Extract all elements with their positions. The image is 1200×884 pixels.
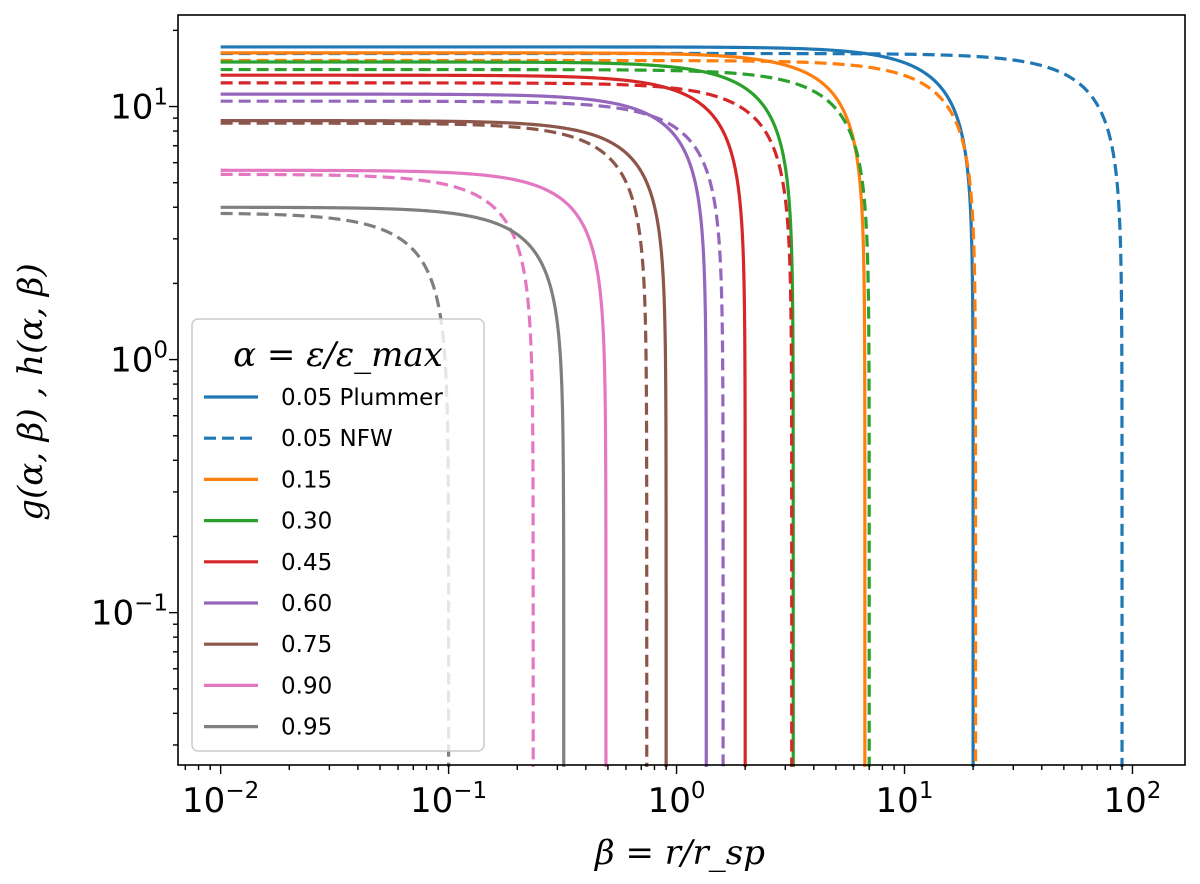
x-tick-label-exponent: −2 xyxy=(225,778,259,804)
x-tick-label-base: 10 xyxy=(876,781,919,821)
series-line-015-dashed xyxy=(220,58,978,767)
series-line-09-solid xyxy=(220,168,608,768)
series-line-045-solid xyxy=(220,73,747,767)
legend-label: 0.95 xyxy=(281,715,332,741)
legend-label: 0.15 xyxy=(281,467,332,493)
legend-entries: 0.05 Plummer 0.05 NFW 0.15 0.30 0.45 0.60 0.75… xyxy=(204,385,443,741)
y-axis-label: g(α, β) , h(α, β) xyxy=(11,263,51,521)
series-line-09-dashed xyxy=(220,172,535,767)
y-tick-label: 101 xyxy=(110,85,168,128)
legend-label: 0.45 xyxy=(281,550,332,576)
series-line-075-solid xyxy=(220,118,668,767)
series-line-03-dashed xyxy=(220,67,871,767)
x-tick-label: 100 xyxy=(648,778,706,821)
x-tick-label: 10−2 xyxy=(182,778,259,821)
x-tick-label-exponent: 1 xyxy=(919,778,934,804)
legend-label: 0.90 xyxy=(281,673,332,699)
series-line-045-dashed xyxy=(220,81,794,767)
x-tick-label: 10−1 xyxy=(410,778,487,821)
legend-title: α = ε/ε_max xyxy=(233,335,443,375)
y-tick-label-exponent: 1 xyxy=(153,85,168,111)
series-line-06-dashed xyxy=(220,99,725,767)
legend-label: 0.75 xyxy=(281,632,332,658)
legend-label: 0.60 xyxy=(281,591,332,617)
legend-label: 0.30 xyxy=(281,509,332,535)
x-tick-label-exponent: 0 xyxy=(691,778,706,804)
plot-frame xyxy=(177,14,1186,766)
x-tick-label: 101 xyxy=(876,778,934,821)
y-tick-label-base: 10 xyxy=(110,341,153,381)
series-line-03-solid xyxy=(220,60,795,767)
y-tick-label-base: 10 xyxy=(91,594,134,634)
series-line-075-dashed xyxy=(220,121,649,767)
x-tick-label-base: 10 xyxy=(648,781,691,821)
y-tick-label-exponent: −1 xyxy=(134,591,168,617)
series-line-015-solid xyxy=(220,51,867,767)
y-tick-label-base: 10 xyxy=(110,88,153,128)
legend-label: 0.05 Plummer xyxy=(281,385,443,411)
legend-label: 0.05 NFW xyxy=(281,426,393,452)
x-tick-label: 102 xyxy=(1104,778,1162,821)
x-tick-label-base: 10 xyxy=(182,781,225,821)
y-tick-label: 100 xyxy=(110,338,168,381)
x-tick-label-base: 10 xyxy=(1104,781,1147,821)
x-tick-label-exponent: −1 xyxy=(453,778,487,804)
y-tick-label: 10−1 xyxy=(91,591,168,634)
legend: α = ε/ε_max 0.05 Plummer 0.05 NFW 0.15 0.30… xyxy=(191,318,485,752)
series-line-005-solid xyxy=(220,45,975,767)
series-line-06-solid xyxy=(220,92,708,767)
x-axis-label: β = r/r_sp xyxy=(593,833,765,873)
x-tick-label-base: 10 xyxy=(410,781,453,821)
y-tick-label-exponent: 0 xyxy=(153,338,168,364)
legend-box xyxy=(191,318,485,752)
x-tick-label-exponent: 2 xyxy=(1147,778,1162,804)
series-line-095-solid xyxy=(220,205,566,767)
